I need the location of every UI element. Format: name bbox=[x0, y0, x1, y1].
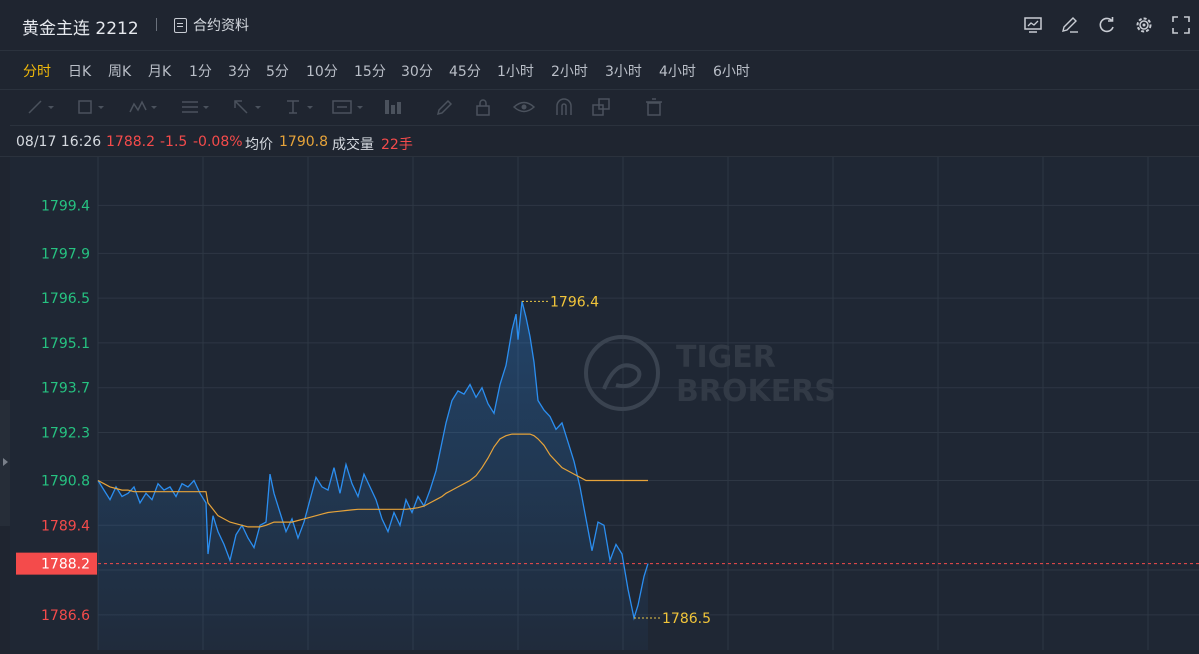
period-tab[interactable]: 10分 bbox=[306, 64, 338, 80]
period-tab[interactable]: 15分 bbox=[354, 64, 386, 80]
text-tool-icon[interactable] bbox=[284, 98, 320, 116]
period-tab[interactable]: 1分 bbox=[189, 64, 212, 80]
y-tick-label: 1797.9 bbox=[41, 246, 90, 262]
period-tab[interactable]: 月K bbox=[148, 64, 172, 80]
drawing-toolbar bbox=[10, 90, 1199, 126]
eye-icon[interactable] bbox=[512, 98, 536, 116]
period-tab[interactable]: 6小时 bbox=[713, 64, 750, 80]
period-tab[interactable]: 分时 bbox=[23, 64, 51, 80]
quote-price: 1788.2 bbox=[106, 134, 155, 150]
y-tick-label: 1789.4 bbox=[41, 518, 90, 534]
max-marker: 1796.4 bbox=[522, 294, 599, 310]
min-marker: 1786.5 bbox=[634, 611, 711, 627]
price-chart[interactable]: TIGER BROKERS 1799.4 1797.9 1796.5 1795.1 17… bbox=[10, 157, 1199, 650]
period-tab[interactable]: 5分 bbox=[266, 64, 289, 80]
y-tick-label: 1790.8 bbox=[41, 473, 90, 489]
period-tab[interactable]: 1小时 bbox=[497, 64, 534, 80]
current-price-label: 1788.2 bbox=[41, 557, 90, 573]
edit-icon[interactable] bbox=[1051, 14, 1088, 36]
quote-datetime: 08/17 16:26 bbox=[16, 134, 102, 150]
title-bar: 黄金主连 2212 合约资料 bbox=[0, 0, 1199, 51]
volume-value: 22手 bbox=[381, 137, 413, 153]
pen-icon[interactable] bbox=[434, 98, 458, 116]
watermark-line1: TIGER bbox=[676, 340, 776, 375]
trash-icon[interactable] bbox=[642, 98, 666, 116]
avg-price-value: 1790.8 bbox=[279, 134, 328, 150]
period-tab[interactable]: 2小时 bbox=[551, 64, 588, 80]
period-tab[interactable]: 30分 bbox=[401, 64, 433, 80]
period-tab[interactable]: 4小时 bbox=[659, 64, 696, 80]
chart-canvas: TIGER BROKERS 1799.41797.91796.51795.117… bbox=[16, 157, 1199, 650]
volume-label: 成交量 bbox=[332, 137, 374, 153]
avg-price-label: 均价 bbox=[245, 137, 273, 153]
period-tab[interactable]: 3小时 bbox=[605, 64, 642, 80]
document-icon bbox=[174, 17, 187, 33]
y-tick-label: 1786.6 bbox=[41, 608, 90, 624]
average-price-line bbox=[97, 433, 648, 528]
contract-info-label: 合约资料 bbox=[193, 18, 249, 34]
y-axis: 1799.4 1797.9 1796.5 1795.1 1793.7 1792.3 1790… bbox=[41, 198, 90, 623]
quote-change-pct: -0.08% bbox=[193, 134, 243, 150]
price-area-fill bbox=[98, 301, 648, 650]
refresh-icon[interactable] bbox=[1088, 14, 1125, 36]
rect-tool-icon[interactable] bbox=[76, 98, 112, 116]
max-price-label: 1796.4 bbox=[550, 294, 599, 310]
header-tools bbox=[1014, 14, 1199, 36]
fullscreen-icon[interactable] bbox=[1162, 14, 1199, 36]
period-tab[interactable]: 3分 bbox=[228, 64, 251, 80]
period-tab[interactable]: 45分 bbox=[449, 64, 481, 80]
period-tabs: 分时 日K 周K 月K 1分 3分 5分 10分 15分 30分 45分 1小时… bbox=[0, 51, 1199, 90]
y-tick-label: 1799.4 bbox=[41, 198, 90, 214]
period-tab[interactable]: 日K bbox=[68, 64, 92, 80]
pattern-tool-icon[interactable] bbox=[128, 98, 164, 116]
watermark-line2: BROKERS bbox=[676, 374, 836, 409]
copy-icon[interactable] bbox=[590, 98, 614, 116]
line-tool-icon[interactable] bbox=[26, 98, 62, 116]
arrow-tool-icon[interactable] bbox=[232, 98, 268, 116]
min-price-label: 1786.5 bbox=[662, 611, 711, 627]
contract-info-button[interactable]: 合约资料 bbox=[174, 15, 249, 35]
label-tool-icon[interactable] bbox=[332, 98, 368, 116]
magnet-icon[interactable] bbox=[552, 98, 576, 116]
title-separator bbox=[156, 18, 157, 31]
y-tick-label: 1793.7 bbox=[41, 381, 90, 397]
quote-info-bar: 08/17 16:26 1788.2 -1.5 -0.08% 均价 1790.8… bbox=[0, 126, 1199, 157]
quote-change: -1.5 bbox=[160, 134, 188, 150]
y-tick-label: 1792.3 bbox=[41, 425, 90, 441]
y-tick-label: 1795.1 bbox=[41, 336, 90, 352]
fib-tool-icon[interactable] bbox=[180, 98, 216, 116]
period-tab[interactable]: 周K bbox=[108, 64, 132, 80]
y-tick-label: 1796.5 bbox=[41, 291, 90, 307]
expand-panel-button[interactable] bbox=[0, 400, 10, 526]
measure-tool-icon[interactable] bbox=[382, 98, 406, 116]
tiger-brokers-watermark: TIGER BROKERS bbox=[584, 335, 836, 411]
chart-settings-icon[interactable] bbox=[1014, 14, 1051, 36]
instrument-title: 黄金主连 2212 bbox=[22, 19, 139, 39]
gear-icon[interactable] bbox=[1125, 14, 1162, 36]
current-price-tag: 1788.2 bbox=[16, 552, 97, 575]
lock-icon[interactable] bbox=[472, 98, 496, 116]
